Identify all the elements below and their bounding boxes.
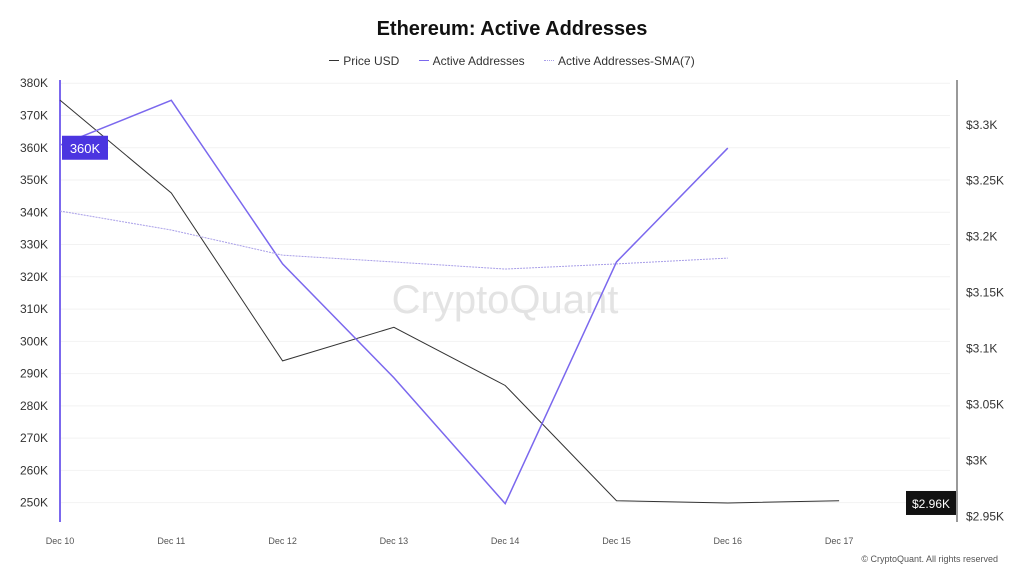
- right-tick-label: $3K: [966, 453, 987, 467]
- right-tick-label: $3.3K: [966, 118, 997, 132]
- right-tick-label: $2.95K: [966, 509, 1004, 523]
- right-tick-label: $3.25K: [966, 174, 1004, 188]
- current-value-right: $2.96K: [912, 497, 950, 511]
- legend: Price USD Active Addresses Active Addres…: [0, 50, 1024, 68]
- right-tick-label: $3.1K: [966, 342, 997, 356]
- series-line-0: [59, 99, 840, 504]
- copyright: © CryptoQuant. All rights reserved: [861, 554, 998, 564]
- x-tick-label: Dec 15: [602, 536, 631, 546]
- legend-label: Active Addresses: [432, 53, 525, 68]
- watermark: CryptoQuant: [392, 278, 619, 322]
- left-tick-label: 290K: [20, 367, 48, 381]
- legend-active-addresses[interactable]: Active Addresses: [418, 53, 525, 68]
- left-tick-label: 350K: [20, 173, 48, 187]
- left-tick-label: 370K: [20, 108, 48, 122]
- chart-title: Ethereum: Active Addresses: [376, 18, 648, 40]
- right-tick-label: $3.15K: [966, 286, 1004, 300]
- left-tick-label: 380K: [20, 76, 48, 90]
- current-value-left: 360K: [70, 141, 101, 156]
- current-value-badge-right: [906, 490, 956, 515]
- left-tick-label: 270K: [20, 431, 48, 445]
- legend-label: Price USD: [343, 53, 400, 68]
- left-tick-label: 280K: [20, 399, 48, 413]
- current-value-badge-left: [62, 135, 108, 160]
- left-tick-label: 260K: [20, 463, 48, 477]
- x-tick-label: Dec 12: [268, 536, 297, 546]
- x-tick-label: Dec 14: [491, 536, 520, 546]
- x-tick-label: Dec 11: [157, 536, 185, 546]
- series-line-1: [59, 99, 729, 505]
- legend-price[interactable]: Price USD: [329, 54, 399, 68]
- left-tick-label: 250K: [20, 496, 48, 510]
- legend-label: Active Addresses-SMA(7): [558, 53, 695, 68]
- x-tick-label: Dec 13: [380, 536, 409, 546]
- right-tick-label: $3.2K: [966, 230, 997, 244]
- right-tick-label: $3.05K: [966, 398, 1004, 412]
- series-line-2: [59, 210, 728, 270]
- left-tick-label: 310K: [20, 302, 48, 316]
- legend-sma[interactable]: Active Addresses-SMA(7): [544, 54, 695, 68]
- left-tick-label: 300K: [20, 334, 48, 348]
- x-tick-label: Dec 16: [714, 536, 743, 546]
- left-tick-label: 330K: [20, 238, 48, 252]
- left-tick-label: 360K: [20, 141, 48, 155]
- x-tick-label: Dec 10: [46, 536, 75, 546]
- left-tick-label: 340K: [20, 205, 48, 219]
- left-tick-label: 320K: [20, 270, 48, 284]
- x-tick-label: Dec 17: [825, 536, 854, 546]
